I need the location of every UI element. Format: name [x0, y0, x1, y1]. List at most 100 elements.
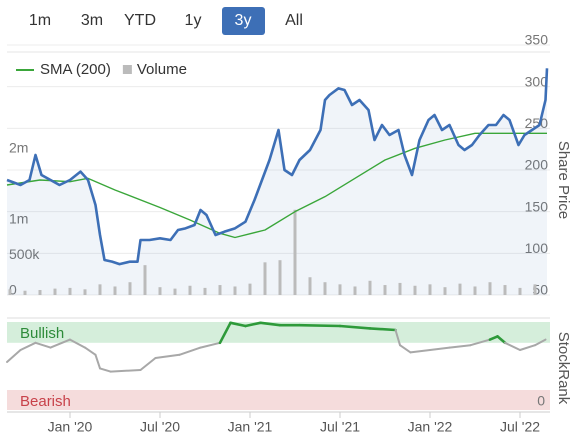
volume-bar [233, 286, 237, 295]
volume-bar [113, 286, 117, 295]
stockrank-segment [69, 338, 86, 349]
stockrank-segment [49, 338, 71, 349]
stockrank-segment [488, 335, 499, 341]
stockrank-segment [298, 323, 342, 328]
y-tick-label: 300 [525, 73, 549, 89]
x-tick-label: Jul '20 [140, 419, 180, 435]
x-tick-label: Jan '20 [48, 419, 93, 435]
y2-tick-label: 1m [9, 211, 28, 227]
x-tick-label: Jan '22 [408, 419, 453, 435]
volume-bar [173, 288, 177, 295]
stockrank-segment [218, 321, 232, 345]
stockrank-segment [139, 357, 157, 371]
legend-label: SMA (200) [40, 61, 111, 78]
y-tick-label: 250 [525, 115, 549, 131]
stockrank-segment [34, 341, 52, 349]
volume-bar [353, 286, 357, 295]
stockrank-segment [409, 349, 431, 354]
stockrank-segment [469, 338, 491, 347]
volume-bar [473, 286, 477, 295]
x-tick-label: Jan '21 [228, 419, 273, 435]
volume-bar [413, 285, 417, 295]
range-button[interactable]: 1m [29, 12, 51, 29]
stockrank-segment [6, 349, 22, 363]
stockrank-segment [504, 341, 521, 351]
volume-bar [248, 283, 252, 295]
stockrank-segment [394, 329, 401, 347]
y-tick-label: 100 [525, 240, 549, 256]
rank-band-label: Bearish [20, 393, 71, 410]
y-tick-label: 350 [525, 32, 549, 48]
stockrank-segment [338, 324, 372, 330]
y2-tick-label: 0 [9, 282, 17, 298]
stockrank-segment [399, 344, 412, 354]
volume-bar [143, 265, 147, 295]
stockrank-segment [496, 335, 507, 345]
stockrank-segment [94, 353, 101, 370]
rank-band-label: Bullish [20, 325, 64, 342]
rank-band [7, 390, 550, 410]
stockrank-segment [229, 321, 247, 328]
volume-bar [383, 285, 387, 295]
legend-swatch [122, 65, 132, 74]
x-tick-label: Jul '21 [320, 419, 360, 435]
y-tick-label: 0 [537, 393, 545, 409]
rank-axis-label: StockRank [555, 332, 572, 405]
y-tick-label: 150 [525, 198, 549, 214]
stockrank-segment [534, 338, 547, 347]
range-button[interactable]: 3y [235, 12, 252, 29]
range-button-bg[interactable] [222, 7, 265, 35]
volume-bar [158, 287, 162, 295]
volume-bar [443, 287, 447, 295]
stockrank-segment [199, 341, 221, 349]
volume-bar [323, 282, 327, 295]
stockrank-segment [448, 344, 472, 349]
volume-bar [293, 209, 297, 295]
volume-bar [263, 262, 267, 295]
volume-bar [188, 285, 192, 295]
volume-bar [68, 287, 72, 295]
stockrank-segment [244, 321, 262, 328]
volume-bar [83, 289, 87, 295]
x-tick-label: Jul '22 [500, 419, 540, 435]
volume-bar [23, 290, 27, 295]
volume-bar [128, 282, 132, 295]
volume-bar [308, 277, 312, 295]
volume-bar [338, 284, 342, 295]
range-button[interactable]: 1y [185, 12, 202, 29]
range-button[interactable]: YTD [124, 12, 156, 29]
price-area [7, 68, 547, 295]
stockrank-segment [519, 344, 536, 351]
volume-bar [8, 289, 12, 295]
volume-bar [533, 284, 537, 295]
volume-bar [278, 260, 282, 295]
volume-bar [38, 290, 42, 295]
volume-bar [98, 284, 102, 295]
stockrank-segment [368, 327, 397, 332]
volume-bar [518, 287, 522, 295]
price-line [6, 68, 549, 266]
price-axis-label: Share Price [555, 141, 572, 219]
volume-bar [203, 287, 207, 295]
stockrank-segment [429, 346, 451, 351]
volume-bar [503, 285, 507, 295]
volume-bar [398, 282, 402, 295]
volume-bar [53, 288, 57, 295]
y2-tick-label: 2m [9, 140, 28, 156]
rank-band [7, 322, 550, 343]
stockrank-segment [99, 367, 112, 373]
stockrank-segment [154, 353, 181, 359]
volume-bar [488, 282, 492, 295]
stockrank-segment [19, 341, 37, 351]
volume-bar [428, 284, 432, 295]
stockrank-segment [259, 321, 282, 327]
y2-tick-label: 500k [9, 246, 40, 262]
volume-bar [368, 280, 372, 295]
stockrank-segment [178, 346, 202, 356]
range-button[interactable]: 3m [81, 12, 103, 29]
volume-bar [458, 283, 462, 295]
y-tick-label: 200 [525, 157, 549, 173]
stockrank-segment [109, 369, 142, 373]
range-button[interactable]: All [285, 12, 303, 29]
